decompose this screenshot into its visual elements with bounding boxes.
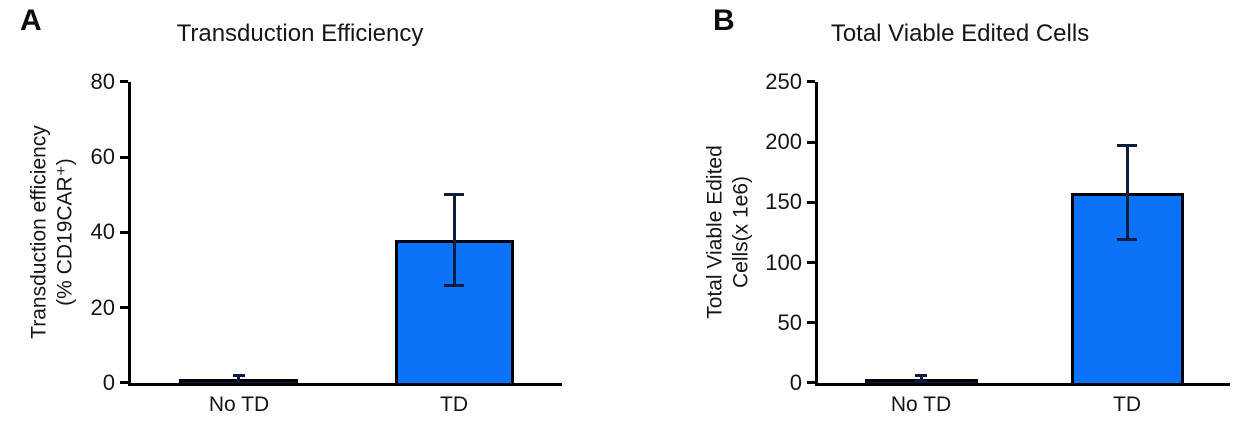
error-bar-cap-bottom [1117, 238, 1137, 241]
error-bar-line [453, 195, 456, 285]
y-tick-label: 50 [777, 310, 802, 335]
y-tick-label: 0 [102, 370, 115, 395]
error-bar-cap-top [444, 193, 464, 196]
y-tick-mark [807, 321, 815, 324]
error-bar-cap-bottom [444, 284, 464, 287]
category-label: TD [440, 393, 468, 416]
error-bar-cap-top [1117, 144, 1137, 147]
category-label: TD [1113, 393, 1141, 416]
y-tick-mark [807, 80, 815, 83]
y-tick-mark [807, 201, 815, 204]
y-tick-mark [807, 381, 815, 384]
y-tick-mark [120, 156, 128, 159]
chart-b-plot-area: 0 50 100 150 200 250 No TD TD [765, 69, 1230, 416]
y-tick-label: 100 [765, 250, 802, 275]
panel-b: B Total Viable Edited Cells Total Viable… [620, 0, 1241, 426]
error-bar-line [1126, 146, 1129, 240]
y-tick-label: 20 [90, 295, 115, 320]
category-label: No TD [208, 393, 270, 416]
chart-b-y-axis-label: Total Viable Edited Cells(x 1e6) [703, 82, 757, 383]
panel-b-label: B [713, 4, 735, 37]
y-tick-label: 0 [789, 370, 802, 395]
y-tick-label: 40 [90, 219, 115, 244]
y-axis-label-line-2: Cells(x 1e6) [729, 175, 753, 289]
chart-a-plot-area: 0 20 40 60 80 No TD TD [91, 69, 562, 416]
y-tick-mark [120, 231, 128, 234]
y-axis-label-line-1: Total Viable Edited [703, 145, 727, 319]
y-tick-mark [120, 80, 128, 83]
error-bar-cap-bottom [915, 380, 927, 383]
chart-b-title: Total Viable Edited Cells [830, 20, 1090, 47]
error-bar-line [237, 376, 240, 383]
y-tick-label: 60 [90, 144, 115, 169]
y-tick-mark [120, 381, 128, 384]
y-tick-mark [120, 306, 128, 309]
y-tick-label: 200 [765, 129, 802, 154]
y-tick-mark [807, 261, 815, 264]
error-bar-cap-top [233, 374, 245, 377]
error-bar-line [920, 376, 923, 382]
category-label: No TD [890, 393, 952, 416]
y-tick-mark [807, 141, 815, 144]
chart-a-title: Transduction Efficiency [176, 20, 424, 47]
y-tick-label: 150 [765, 189, 802, 214]
panel-a: A Transduction Efficiency Transduction e… [0, 0, 620, 426]
panel-a-label: A [20, 4, 42, 37]
y-tick-label: 80 [90, 69, 115, 94]
error-bar-cap-top [915, 374, 927, 377]
y-tick-label: 250 [765, 69, 802, 94]
